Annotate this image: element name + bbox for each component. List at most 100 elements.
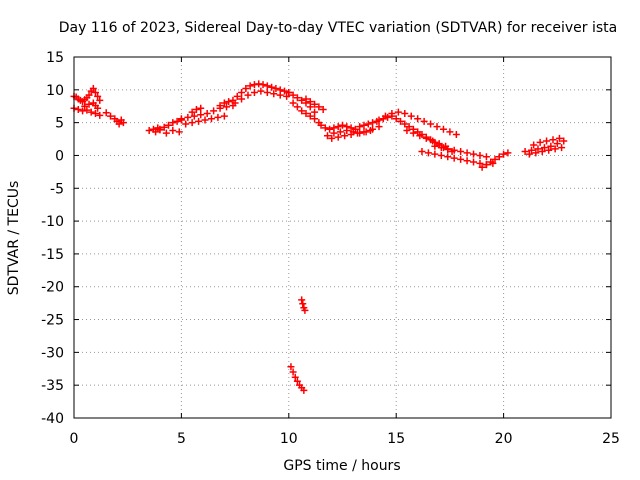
data-point: [156, 126, 164, 134]
data-point: [287, 363, 295, 371]
data-point: [431, 142, 439, 150]
x-tick-label: 25: [602, 431, 620, 447]
y-tick-label: -10: [41, 214, 64, 230]
data-point: [220, 112, 228, 120]
data-point: [197, 104, 205, 112]
data-point: [328, 134, 336, 142]
data-point: [463, 157, 471, 165]
data-point: [83, 106, 91, 114]
data-point: [444, 145, 452, 153]
data-point: [291, 373, 299, 381]
data-point: [450, 154, 458, 162]
data-point: [504, 149, 512, 157]
chart-title: Day 116 of 2023, Sidereal Day-to-day VTE…: [59, 20, 617, 36]
data-point: [392, 115, 400, 123]
data-point: [311, 108, 319, 116]
data-point: [482, 161, 490, 169]
x-axis-label: GPS time / hours: [283, 458, 400, 474]
data-point: [525, 150, 533, 158]
data-point: [476, 151, 484, 159]
data-point: [414, 115, 422, 123]
data-point: [470, 150, 478, 158]
data-point: [341, 132, 349, 140]
data-point: [169, 119, 177, 127]
x-tick-label: 15: [387, 431, 405, 447]
data-point: [429, 137, 437, 145]
data-point: [281, 87, 289, 95]
data-point: [263, 82, 271, 90]
data-point: [293, 94, 301, 102]
data-point: [298, 96, 306, 104]
data-point: [91, 88, 99, 96]
data-point: [330, 129, 338, 137]
y-tick-label: -40: [41, 411, 64, 427]
data-point: [521, 148, 529, 156]
data-point: [302, 95, 310, 103]
data-point: [547, 142, 555, 150]
data-point: [375, 116, 383, 124]
data-point: [500, 150, 508, 158]
data-point: [195, 117, 203, 125]
data-point: [551, 145, 559, 153]
data-point: [534, 145, 542, 153]
data-point: [233, 92, 241, 100]
data-point: [487, 158, 495, 166]
data-point: [203, 109, 211, 117]
y-tick-label: 0: [55, 148, 64, 164]
data-point: [188, 119, 196, 127]
y-tick-label: -35: [41, 378, 64, 394]
data-point: [201, 116, 209, 124]
data-point: [560, 137, 568, 145]
data-point: [85, 91, 93, 99]
data-point: [197, 111, 205, 119]
data-point: [173, 117, 181, 125]
data-point: [263, 88, 271, 96]
data-point: [336, 128, 344, 136]
data-point: [439, 125, 447, 133]
y-tick-label: -15: [41, 247, 64, 263]
data-point: [299, 300, 307, 308]
data-point: [424, 149, 432, 157]
data-point: [301, 306, 309, 314]
data-point: [414, 128, 422, 136]
data-point: [555, 134, 563, 142]
data-point: [216, 102, 224, 110]
y-tick-label: -20: [41, 280, 64, 296]
data-point: [343, 127, 351, 135]
data-point: [300, 386, 308, 394]
data-point: [81, 102, 89, 110]
data-point: [169, 127, 177, 135]
data-point: [145, 127, 153, 135]
data-point: [302, 109, 310, 117]
data-point: [85, 100, 93, 108]
data-point: [162, 129, 170, 137]
y-tick-label: 15: [46, 50, 64, 66]
data-point: [435, 140, 443, 148]
plot-frame: [73, 56, 612, 419]
data-point: [152, 128, 160, 136]
y-tick-label: 10: [46, 83, 64, 99]
data-point: [91, 109, 99, 117]
data-point: [452, 130, 460, 138]
data-point: [334, 123, 342, 131]
data-point: [364, 120, 372, 128]
data-point: [175, 128, 183, 136]
data-point: [119, 119, 127, 127]
data-point: [407, 112, 415, 120]
data-point: [369, 119, 377, 127]
data-point: [214, 113, 222, 121]
data-point: [298, 107, 306, 115]
data-point: [403, 127, 411, 135]
y-tick-label: -30: [41, 345, 64, 361]
x-tick-label: 20: [495, 431, 513, 447]
data-point: [354, 129, 362, 137]
data-point: [311, 100, 319, 108]
data-point: [478, 163, 486, 171]
data-point: [433, 123, 441, 131]
data-point: [528, 146, 536, 154]
data-point: [285, 88, 293, 96]
data-point: [334, 133, 342, 141]
data-point: [532, 149, 540, 157]
data-point: [257, 87, 265, 95]
